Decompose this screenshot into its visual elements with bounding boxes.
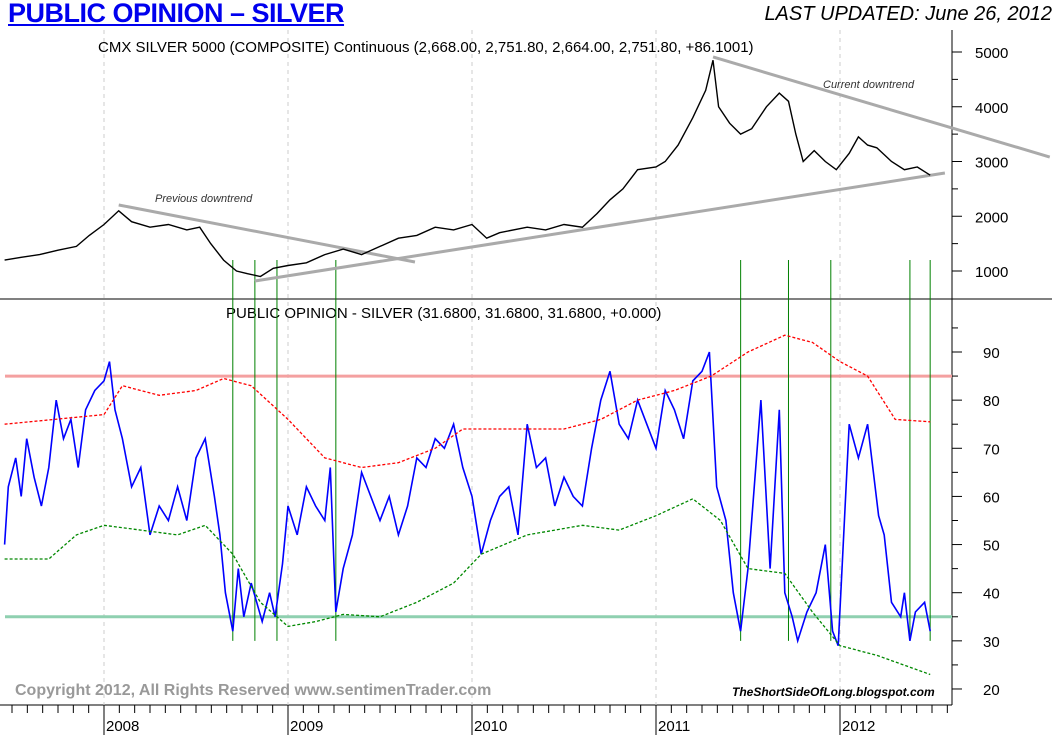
blog-credit: TheShortSideOfLong.blogspot.com: [732, 685, 935, 699]
trendline-label: Previous downtrend: [155, 193, 253, 205]
opinion-chart-title: PUBLIC OPINION - SILVER (31.6800, 31.680…: [226, 305, 661, 322]
trendline-label: Current downtrend: [823, 79, 915, 91]
copyright-text: Copyright 2012, All Rights Reserved www.…: [15, 682, 491, 699]
y-tick-label: 80: [983, 393, 1000, 410]
x-tick-label: 2010: [474, 718, 507, 735]
price-series-line: [4, 60, 931, 278]
y-tick-label: 20: [983, 682, 1000, 699]
y-tick-label: 2000: [975, 209, 1008, 226]
y-tick-label: 4000: [975, 100, 1008, 117]
trendline: [712, 55, 1051, 159]
y-tick-label: 3000: [975, 155, 1008, 172]
band-line: [4, 334, 931, 469]
y-tick-label: 1000: [975, 264, 1008, 281]
y-tick-label: 70: [983, 441, 1000, 458]
x-tick-label: 2012: [842, 718, 875, 735]
trendline: [118, 203, 416, 264]
x-tick-label: 2008: [106, 718, 139, 735]
trendline: [254, 171, 946, 283]
y-tick-label: 90: [983, 345, 1000, 362]
price-chart-title: CMX SILVER 5000 (COMPOSITE) Continuous (…: [98, 39, 754, 56]
x-tick-label: 2011: [658, 718, 690, 735]
band-line: [4, 498, 931, 676]
y-tick-label: 50: [983, 538, 1000, 555]
y-tick-label: 60: [983, 489, 1000, 506]
y-tick-label: 5000: [975, 45, 1008, 62]
y-tick-label: 40: [983, 586, 1000, 603]
page-title[interactable]: PUBLIC OPINION – SILVER: [8, 0, 345, 28]
y-tick-label: 30: [983, 634, 1000, 651]
x-tick-label: 2009: [290, 718, 323, 735]
last-updated: LAST UPDATED: June 26, 2012: [764, 3, 1052, 25]
opinion-series-line: [3, 351, 931, 646]
